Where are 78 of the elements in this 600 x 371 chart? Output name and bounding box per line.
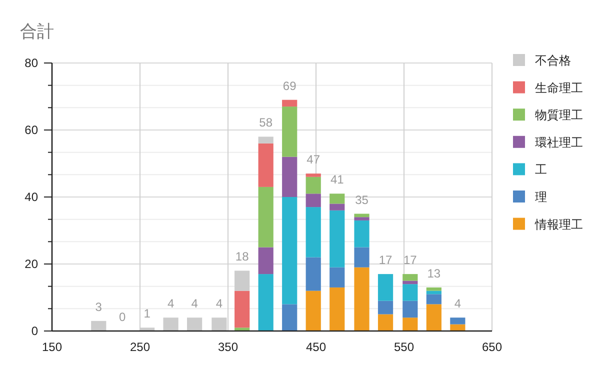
y-tick-label: 0 — [31, 324, 38, 338]
bar — [163, 318, 178, 331]
x-tick-label: 150 — [42, 340, 62, 354]
y-tick-label: 20 — [24, 257, 38, 271]
total-label: 69 — [282, 78, 297, 93]
x-tick-label: 450 — [306, 340, 326, 354]
x-tick-label: 650 — [482, 340, 502, 354]
bar — [378, 314, 394, 331]
total-label: 47 — [306, 152, 320, 167]
bar — [306, 176, 321, 194]
y-tick-label: 40 — [24, 190, 38, 204]
x-tick-label: 550 — [394, 340, 414, 354]
legend-label: 不合格 — [535, 54, 571, 68]
bar — [258, 247, 274, 274]
legend-label: 情報理工 — [534, 217, 583, 232]
bar — [258, 136, 274, 144]
bar — [258, 186, 274, 248]
bar — [330, 204, 345, 210]
bar — [258, 143, 274, 187]
bar — [306, 194, 321, 208]
total-label: 0 — [119, 310, 126, 324]
legend-label: 理 — [535, 190, 547, 204]
total-label: 4 — [216, 296, 223, 311]
bar — [187, 318, 202, 331]
bar — [306, 174, 321, 177]
bar — [282, 100, 298, 107]
bar — [330, 210, 345, 268]
total-label: 13 — [427, 266, 441, 280]
bar — [282, 156, 298, 197]
bar — [354, 247, 370, 268]
bar — [450, 318, 466, 324]
bar — [402, 318, 418, 331]
total-label: 4 — [454, 296, 462, 311]
bar — [330, 194, 345, 204]
total-label: 17 — [378, 253, 393, 268]
bar — [426, 304, 442, 331]
bar — [282, 106, 298, 157]
legend-label: 物質理工 — [535, 108, 583, 122]
legend-label: 環社理工 — [535, 135, 583, 150]
bar — [234, 290, 250, 328]
total-label: 18 — [235, 250, 250, 264]
bar — [91, 320, 106, 331]
bar — [354, 267, 370, 331]
bar — [354, 220, 370, 248]
bar — [426, 287, 442, 291]
x-tick-label: 350 — [218, 340, 238, 354]
bar — [306, 257, 321, 291]
bar — [330, 287, 345, 331]
bar — [402, 274, 418, 281]
bar — [258, 274, 274, 331]
bar — [212, 318, 227, 331]
y-tick-label: 80 — [24, 56, 38, 70]
total-label: 4 — [191, 296, 198, 311]
total-label: 3 — [95, 300, 102, 314]
total-label: 17 — [403, 253, 418, 268]
bar — [378, 300, 394, 314]
bar — [354, 214, 370, 218]
bar — [402, 284, 418, 301]
bar — [306, 290, 321, 331]
bar — [402, 300, 418, 318]
total-label: 58 — [259, 116, 273, 130]
bar — [426, 294, 442, 304]
bar — [282, 304, 298, 331]
total-label: 4 — [167, 296, 174, 311]
total-label: 41 — [330, 172, 344, 187]
bar — [306, 207, 321, 258]
chart-title: 合計 — [20, 22, 54, 41]
bar — [330, 267, 345, 288]
legend-label: 工 — [535, 162, 547, 177]
bar — [282, 197, 298, 304]
bar — [378, 274, 394, 301]
legend-label: 生命理工 — [535, 80, 583, 95]
total-label: 35 — [355, 192, 369, 207]
x-tick-label: 250 — [130, 340, 150, 354]
bar — [234, 270, 250, 291]
bar — [354, 217, 370, 220]
total-label: 1 — [144, 306, 151, 321]
y-tick-label: 60 — [24, 123, 38, 137]
